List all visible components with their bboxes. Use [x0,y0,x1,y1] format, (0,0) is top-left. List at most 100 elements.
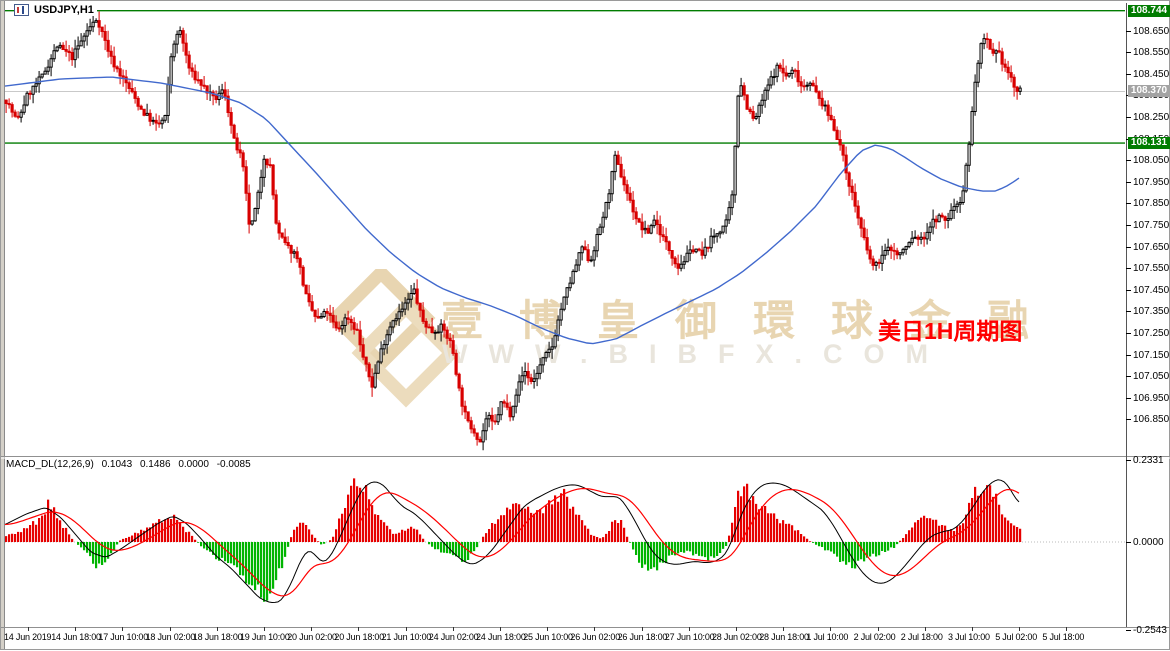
tick-dash [1126,376,1131,378]
time-tick-label: 17 Jun 10:00 [98,632,149,642]
tick-dash [1126,289,1131,291]
candlestick-chart-icon [14,3,29,16]
time-tick-mark [75,627,77,631]
price-tick-label: 107.650 [1126,241,1170,253]
tick-dash [1126,541,1131,543]
time-tick-label: 3 Jul 10:00 [948,632,990,642]
time-tick-mark [641,627,643,631]
time-tick-label: 2 Jul 18:00 [900,632,943,642]
price-tick-label: 108.550 [1126,47,1170,59]
time-tick-label: 27 Jun 10:00 [664,632,715,642]
time-tick-label: 25 Jun 10:00 [523,632,573,642]
time-tick-mark [783,627,785,631]
time-tick-mark [264,627,265,631]
price-tick-label: 107.950 [1126,176,1170,188]
macd-main-line [4,479,1020,604]
macd-signal-line [4,487,1020,597]
price-level-lines [5,10,1125,144]
tick-dash [1126,419,1131,421]
price-tick-label: 107.850 [1126,198,1170,210]
tick-dash [1126,630,1131,632]
time-tick-mark [169,627,171,631]
time-tick-label: 5 Jul 02:00 [995,632,1038,642]
time-tick-mark [452,627,454,631]
time-tick-mark [1019,627,1021,631]
tick-dash [1126,397,1131,399]
time-tick-label: 26 Jun 02:00 [570,632,621,642]
tick-dash [1126,460,1131,462]
price-tick-label: 106.950 [1126,392,1170,404]
tick-dash [1126,160,1131,162]
price-tick-label: 107.450 [1126,284,1170,296]
price-tick-label: 107.550 [1126,263,1170,275]
price-badge: 108.744 [1128,4,1170,17]
time-tick-mark [688,627,690,631]
price-tick-label: 107.150 [1126,349,1170,361]
time-tick-label: 18 Jun 02:00 [145,632,196,642]
time-tick-label: 14 Jun 2019 [4,632,52,642]
time-tick-label: 21 Jun 10:00 [381,632,432,642]
price-tick-label: 107.050 [1126,371,1170,383]
time-tick-mark [924,627,926,631]
tick-dash [1126,224,1131,226]
price-axis[interactable]: 108.650108.550108.450108.350108.250108.1… [1126,1,1170,636]
tick-dash [1126,181,1131,183]
symbol-timeframe-label: USDJPY,H1 [34,3,94,16]
macd-tick-label: -0.2543 [1126,625,1170,637]
chart-title: USDJPY,H1 [14,3,97,16]
candles-layer [4,11,1022,451]
time-tick-label: 14 Jun 18:00 [51,632,101,642]
moving-average-line [4,76,1020,345]
macd-tick-label: 0.0000 [1126,536,1170,548]
price-tick-label: 108.650 [1126,25,1170,37]
time-tick-label: 19 Jun 10:00 [240,632,290,642]
time-tick-mark [500,627,501,631]
window-left-border [1,1,5,649]
time-tick-label: 28 Jun 02:00 [712,632,762,642]
price-tick-label: 108.050 [1126,155,1170,167]
price-tick-label: 108.450 [1126,68,1170,80]
time-tick-mark [28,627,29,631]
time-tick-label: 5 Jul 18:00 [1042,632,1085,642]
macd-histogram [5,478,1022,602]
tick-dash [1126,52,1131,54]
time-tick-mark [311,627,313,631]
indicator-name: MACD_DL(12,26,9) [6,459,94,470]
time-tick-label: 2 Jul 02:00 [853,632,896,642]
time-tick-mark [358,627,360,631]
time-tick-mark [547,627,549,631]
time-tick-mark [594,627,596,631]
tick-dash [1126,332,1131,334]
tick-dash [1126,203,1131,205]
time-tick-label: 1 Jul 10:00 [806,632,849,642]
time-tick-label: 18 Jun 18:00 [192,632,243,642]
price-tick-label: 106.850 [1126,414,1170,426]
time-tick-mark [122,627,124,631]
tick-dash [1126,116,1131,118]
chart-annotation-text: 美日1H周期图 [878,318,1023,344]
time-tick-label: 28 Jun 18:00 [759,632,809,642]
price-tick-label: 107.250 [1126,327,1170,339]
watermark-chinese-text: 壹博皇御環球金融 [441,297,1066,344]
time-tick-mark [405,627,407,631]
time-tick-mark [830,627,832,631]
tick-dash [1126,246,1131,248]
price-badge: 108.370 [1128,85,1170,98]
indicator-value: 0.0000 [178,459,209,470]
macd-indicator-label-row: MACD_DL(12,26,9) 0.1043 0.1486 0.0000 -0… [6,459,256,470]
indicator-value: 0.1043 [101,459,133,470]
tick-dash [1126,73,1131,75]
double-diamond-logo-icon [326,269,461,408]
time-tick-mark [877,627,879,631]
time-axis[interactable]: 14 Jun 2019 14 Jun 18:00 17 Jun 10:00 18 Ju… [1,627,1170,646]
watermark-url-text: WWW.BIBFX.COM [442,339,949,369]
time-tick-label: 26 Jun 18:00 [617,632,668,642]
price-badge: 108.131 [1128,137,1170,150]
time-tick-mark [1066,627,1068,631]
time-tick-label: 24 Jun 02:00 [428,632,479,642]
price-tick-label: 108.250 [1126,111,1170,123]
tick-dash [1126,268,1131,270]
